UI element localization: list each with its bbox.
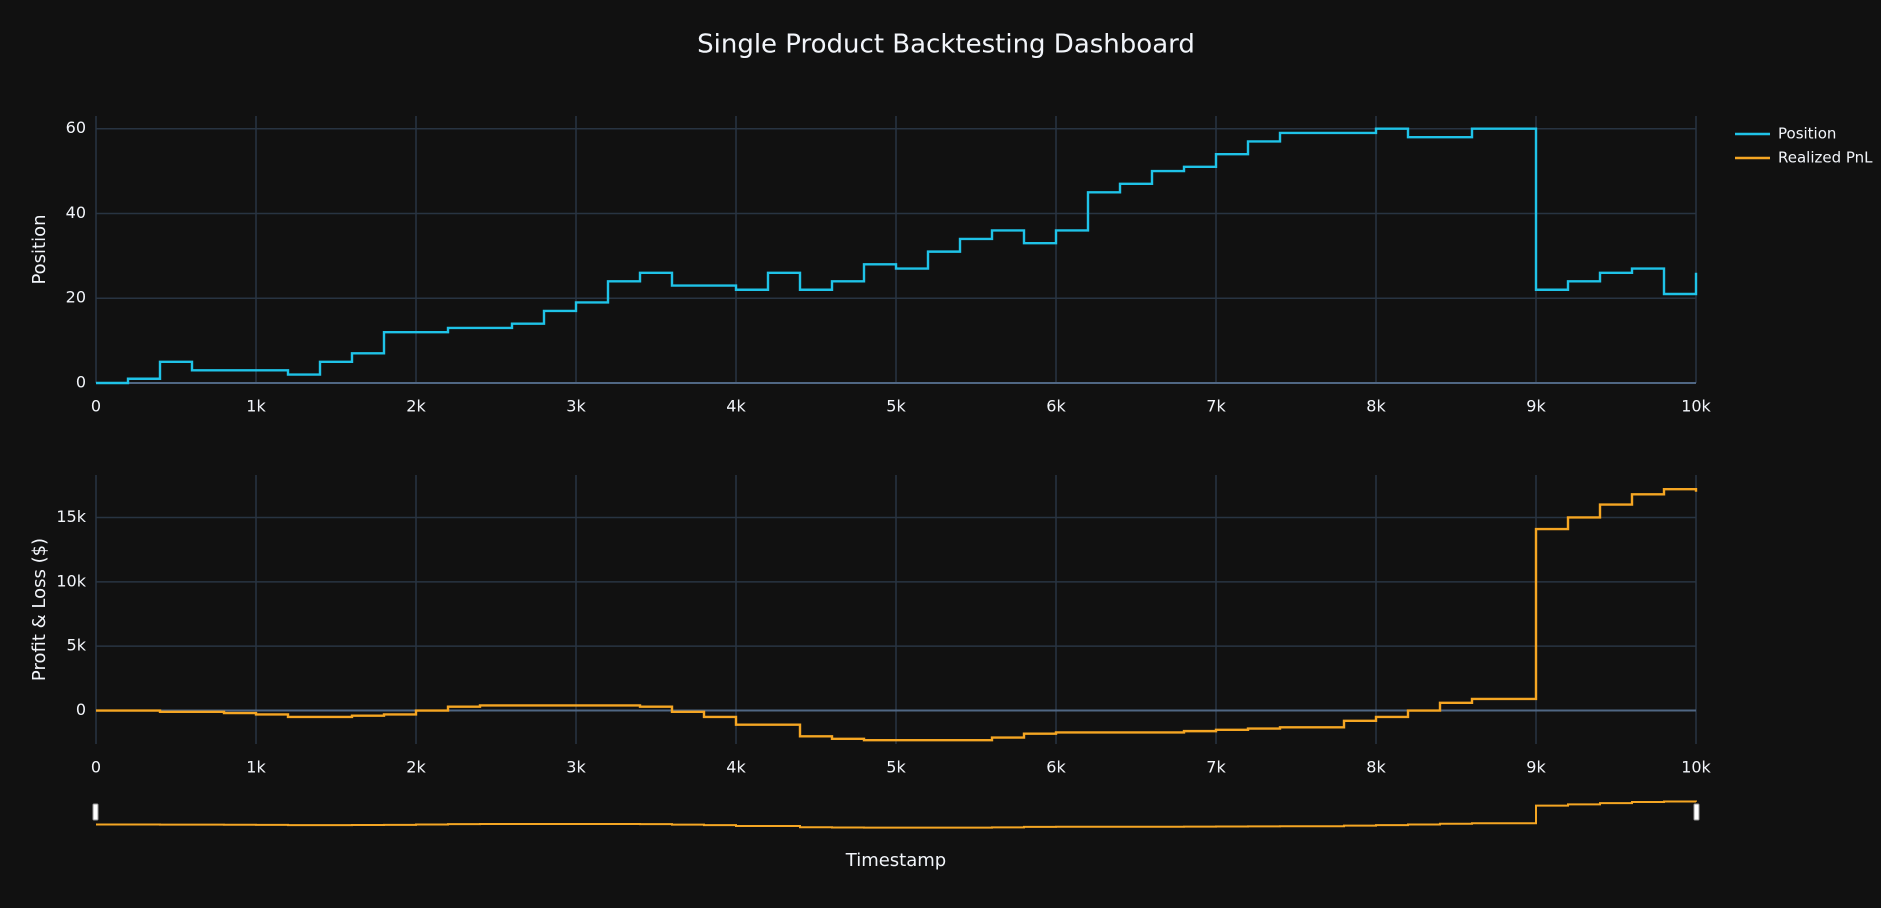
x-tick-label: 3k [566,758,586,777]
rangeslider-handle-right[interactable] [1693,803,1700,821]
x-tick-label: 9k [1526,758,1546,777]
data-line [96,487,1698,742]
x-axis-title: Timestamp [845,850,946,871]
x-tick-label: 2k [406,758,426,777]
y-tick-label: 0 [76,373,86,392]
x-tick-label: 3k [566,397,586,416]
legend-label: Position [1778,125,1836,143]
x-tick-label: 2k [406,397,426,416]
x-tick-label: 10k [1681,758,1711,777]
y-tick-label: 40 [66,203,86,222]
x-tick-label: 8k [1366,397,1386,416]
x-tick-label: 0 [91,758,101,777]
x-tick-label: 5k [886,758,906,777]
x-tick-label: 1k [246,758,266,777]
y-tick-label: 20 [66,288,86,307]
y-axis-title: Profit & Loss ($) [29,538,50,681]
x-tick-label: 10k [1681,397,1711,416]
x-tick-label: 5k [886,397,906,416]
y-tick-label: 10k [56,571,86,590]
x-tick-label: 6k [1046,758,1066,777]
x-tick-label: 1k [246,397,266,416]
x-tick-label: 8k [1366,758,1386,777]
y-tick-label: 60 [66,118,86,137]
y-axis-title: Position [29,214,50,284]
rangeslider-handle-left[interactable] [92,803,99,821]
data-line [96,127,1698,385]
y-tick-label: 15k [56,507,86,526]
y-tick-label: 5k [67,636,87,655]
y-tick-label: 0 [76,700,86,719]
chart-title: Single Product Backtesting Dashboard [697,30,1195,60]
x-tick-label: 9k [1526,397,1546,416]
x-tick-label: 6k [1046,397,1066,416]
rangeslider-line [96,800,1697,829]
x-tick-label: 7k [1206,758,1226,777]
legend-label: Realized PnL [1778,149,1873,167]
x-tick-label: 4k [726,758,746,777]
x-tick-label: 4k [726,397,746,416]
x-tick-label: 0 [91,397,101,416]
x-tick-label: 7k [1206,397,1226,416]
